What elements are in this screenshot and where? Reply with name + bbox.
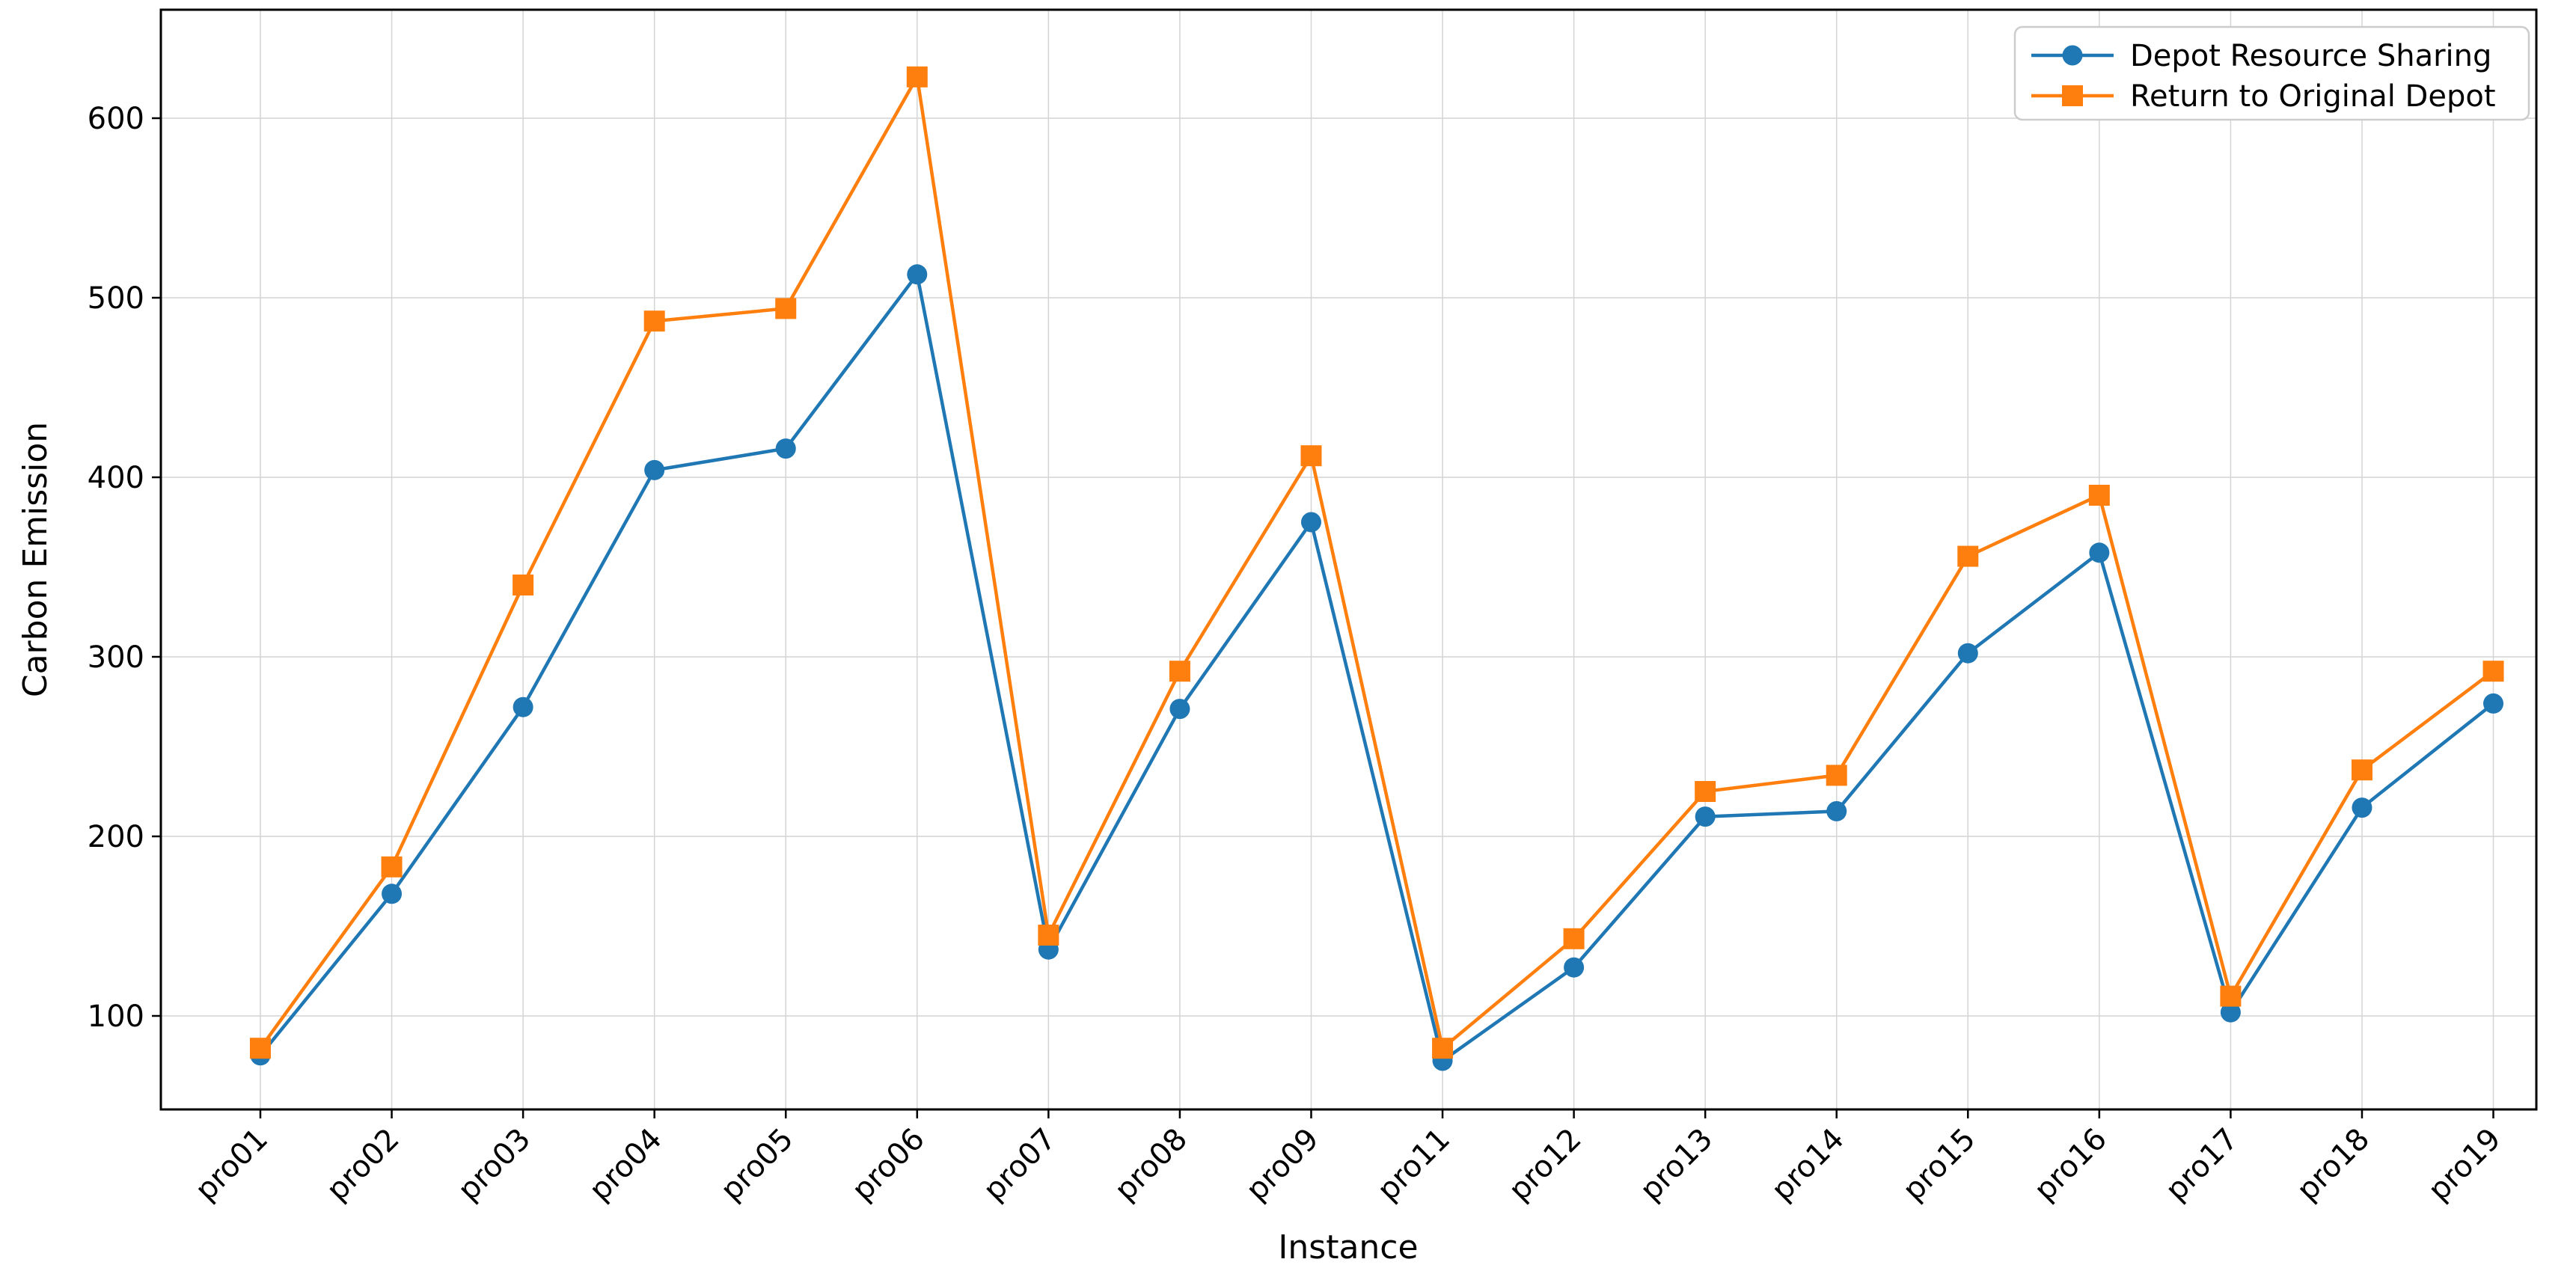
x-tick-label: pro15 [1897, 1122, 1983, 1208]
series-return-to-original-depot [250, 66, 2504, 1059]
data-point-marker-square [1432, 1038, 1454, 1059]
data-point-marker-circle [2220, 1002, 2241, 1023]
series-layer [250, 66, 2504, 1071]
legend: Depot Resource Sharing Return to Origina… [2013, 25, 2530, 121]
data-point-marker-circle [382, 884, 403, 904]
data-point-marker-square [250, 1038, 271, 1059]
data-point-marker-square [2220, 985, 2242, 1007]
x-tick-label: pro12 [1502, 1122, 1588, 1208]
data-point-marker-square [643, 310, 665, 332]
legend-entry-return-to-original-depot: Return to Original Depot [2031, 79, 2496, 114]
x-tick-label: pro19 [2422, 1122, 2508, 1208]
data-point-marker-circle [907, 264, 928, 285]
data-point-marker-square [1563, 928, 1585, 949]
x-tick-label: pro18 [2290, 1122, 2376, 1208]
x-tick-label: pro04 [583, 1122, 669, 1208]
y-tick-label: 100 [88, 999, 144, 1034]
legend-label: Depot Resource Sharing [2130, 39, 2491, 73]
series-line [259, 72, 2494, 1052]
legend-box [2013, 25, 2530, 121]
y-axis-label: Carbon Emission [16, 422, 55, 697]
data-point-marker-circle [644, 459, 665, 480]
legend-circle-marker-icon [2062, 45, 2083, 66]
data-point-marker-circle [1300, 512, 1321, 533]
y-tick-label: 500 [88, 281, 144, 316]
data-point-marker-square [381, 856, 403, 878]
plot-border [159, 8, 2538, 1111]
data-point-marker-square [1300, 445, 1322, 467]
x-tick-label: pro07 [977, 1122, 1063, 1208]
data-point-marker-square [1169, 661, 1190, 682]
x-tick-label: pro05 [715, 1122, 801, 1208]
x-tick-label: pro03 [451, 1122, 537, 1208]
legend-label: Return to Original Depot [2130, 79, 2496, 114]
x-tick-label: pro11 [1371, 1122, 1457, 1208]
x-tick-label: pro08 [1108, 1122, 1194, 1208]
data-point-marker-circle [2483, 693, 2504, 714]
x-tick-label: pro13 [1633, 1122, 1719, 1208]
data-point-marker-circle [775, 438, 796, 459]
grid-layer [161, 10, 2536, 1109]
x-tick-label: pro09 [1240, 1122, 1326, 1208]
data-point-marker-circle [2352, 797, 2372, 818]
data-point-marker-circle [1957, 643, 1978, 664]
y-tick-label: 400 [88, 461, 144, 495]
data-point-marker-circle [1564, 957, 1585, 978]
tick-layer: 100 200 300 400 500 600 pro01 pro02 pro03 pro04 pr… [88, 102, 2508, 1207]
x-tick-label: pro01 [189, 1122, 275, 1208]
x-axis-label: Instance [1278, 1228, 1418, 1267]
data-point-marker-circle [1826, 800, 1847, 821]
data-point-marker-square [2088, 485, 2110, 506]
y-tick-label: 300 [88, 640, 144, 675]
data-point-marker-square [1038, 925, 1059, 946]
data-point-marker-square [906, 66, 928, 88]
data-point-marker-square [1695, 781, 1716, 802]
series-depot-resource-sharing [250, 264, 2504, 1071]
data-point-marker-square [513, 575, 534, 595]
data-point-marker-square [1957, 545, 1979, 567]
series-line [259, 270, 2494, 1064]
y-tick-label: 200 [88, 820, 144, 854]
data-point-marker-circle [513, 696, 533, 717]
x-tick-label: pro02 [320, 1122, 406, 1208]
data-point-marker-square [2351, 759, 2372, 781]
data-point-marker-square [775, 298, 797, 319]
data-point-marker-circle [1695, 806, 1716, 827]
x-tick-label: pro17 [2159, 1122, 2245, 1208]
data-point-marker-circle [2089, 542, 2110, 563]
y-tick-label: 600 [88, 102, 144, 136]
data-point-marker-square [2482, 661, 2504, 682]
x-tick-label: pro14 [1765, 1122, 1851, 1208]
legend-entry-depot-resource-sharing: Depot Resource Sharing [2031, 39, 2491, 73]
data-point-marker-square [1826, 765, 1847, 786]
data-point-marker-circle [1169, 699, 1190, 720]
x-tick-label: pro16 [2028, 1122, 2114, 1208]
x-tick-label: pro06 [845, 1122, 931, 1208]
legend-square-marker-icon [2062, 85, 2083, 106]
